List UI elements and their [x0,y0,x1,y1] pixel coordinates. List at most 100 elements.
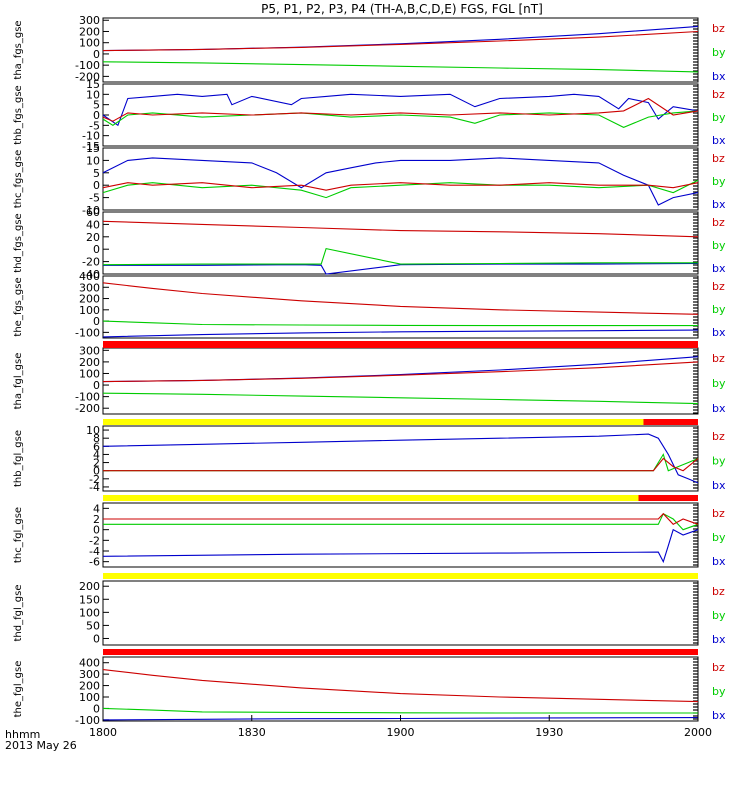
legend-bx: bx [712,326,726,339]
status-bars-group [103,341,698,655]
series-by [102,392,699,405]
legend-bx: bx [712,262,726,275]
y-tick-label: 300 [79,14,100,27]
y-axis-label: thb_fgl_gse [13,430,24,487]
series-bz [103,512,699,525]
y-tick-label: 20 [86,231,100,244]
y-tick-label: -4 [89,545,100,558]
y-tick-label: -6 [89,556,100,569]
y-tick-label: 300 [79,668,100,681]
y-axis-label: thd_fgs_gse [13,213,24,272]
series-bx [102,356,699,383]
y-tick-label: 2 [93,457,100,470]
y-tick-label: -10 [82,130,100,143]
legend-bz: bz [712,507,725,520]
y-axis-label: the_fgs_gse [13,277,24,336]
x-tick-label: 1900 [387,726,415,739]
legend-by: by [712,303,726,316]
y-tick-label: -100 [75,391,100,404]
x-axis: 1800 1830 1900 1930 2000 [89,715,712,739]
y-tick-label: 6 [93,440,100,453]
legend-bx: bx [712,479,726,492]
y-tick-label: 50 [86,619,100,632]
y-tick-label: 15 [86,78,100,91]
y-tick-label: 0 [93,109,100,122]
series-bx [102,93,699,127]
y-tick-label: 100 [79,691,100,704]
y-tick-label: -200 [75,70,100,83]
series-bx [103,262,699,275]
panel-frame [102,211,699,275]
series-by [102,110,699,129]
y-tick-label: -100 [75,59,100,72]
y-tick-label: 0 [93,379,100,392]
series-bz [102,182,699,191]
legend-bx: bx [712,70,726,83]
series-by [102,320,698,327]
y-tick-label: -20 [82,256,100,269]
y-axis-label: thc_fgl_gse [13,507,24,563]
series-by [103,453,699,472]
legend-by: by [712,111,726,124]
x-tick-label: 1800 [89,726,117,739]
y-tick-label: 400 [79,657,100,670]
y-tick-label: 200 [79,293,100,306]
y-tick-label: -100 [75,326,100,339]
series-bz [103,457,699,472]
y-axis-label: tha_fgs_gse [13,20,24,79]
legend-by: by [712,239,726,252]
status-bar-segment [638,495,698,501]
series-bz [102,220,699,238]
y-axis-label: thc_fgs_gse [13,150,24,209]
legend-bx: bx [712,555,726,568]
legend-bx: bx [712,198,726,211]
y-tick-label: -2 [89,534,100,547]
y-tick-label: -5 [89,119,100,132]
legend-by: by [712,685,726,698]
series-bx [102,157,699,206]
panel-frame [102,147,699,211]
legend-bx: bx [712,402,726,415]
series-bx [102,433,699,484]
legend-bz: bz [712,280,725,293]
y-tick-label: 200 [79,25,100,38]
y-tick-label: -200 [75,402,100,415]
y-tick-label: 100 [79,367,100,380]
y-tick-label: -40 [82,268,100,281]
y-tick-label: 10 [86,154,100,167]
x-tick-label: 1930 [535,726,563,739]
panel-frame [102,502,699,568]
series-bz [102,97,699,122]
legend-bz: bz [712,661,725,674]
series-by [102,707,698,714]
legend-by: by [712,175,726,188]
y-tick-label: 0 [93,702,100,715]
legend-by: by [712,455,726,468]
legend-by: by [712,46,726,59]
series-bx [102,329,699,338]
status-bar-segment [103,573,698,579]
y-tick-label: 60 [86,206,100,219]
series-by [102,179,699,199]
legend-bz: bz [712,585,725,598]
series-bz [102,282,699,315]
y-tick-label: -4 [89,481,100,494]
y-tick-label: 0 [93,465,100,478]
legend-bx: bx [712,709,726,722]
y-tick-label: 200 [79,680,100,693]
chart-title: P5, P1, P2, P3, P4 (TH-A,B,C,D,E) FGS, F… [261,2,543,16]
y-tick-label: 400 [79,270,100,283]
y-tick-label: 0 [93,179,100,192]
y-tick-label: 4 [93,448,100,461]
legend-bx: bx [712,633,726,646]
y-tick-label: 4 [93,502,100,515]
y-tick-label: 150 [79,593,100,606]
legend-by: by [712,531,726,544]
x-axis-label: hhmm [5,728,40,741]
